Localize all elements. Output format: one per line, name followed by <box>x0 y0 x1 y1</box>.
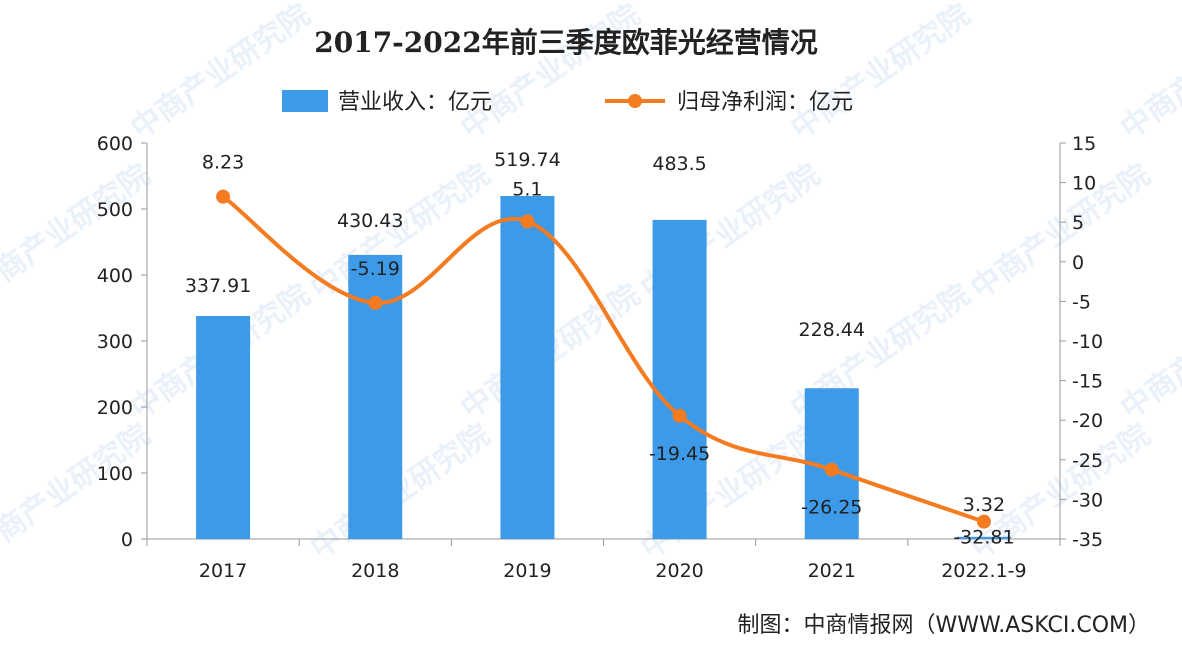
y-left-tick-label: 500 <box>97 199 133 221</box>
y-left-tick-label: 300 <box>97 331 133 353</box>
y-right-tick-label: -10 <box>1072 331 1103 353</box>
line-value-label: -32.81 <box>953 527 1014 549</box>
x-tick-label: 2018 <box>351 560 399 582</box>
line-point <box>976 514 991 529</box>
y-right-tick-label: -35 <box>1072 529 1103 551</box>
y-right-tick-label: -15 <box>1072 371 1103 393</box>
line-value-label: -5.19 <box>351 258 400 280</box>
watermark-text: 中商产业研究院 <box>1115 277 1182 426</box>
bar <box>500 195 555 539</box>
y-left-tick-label: 0 <box>121 529 133 551</box>
x-tick-label: 2021 <box>808 560 856 582</box>
line-point <box>520 214 535 229</box>
bar-value-label: 3.32 <box>963 494 1005 516</box>
y-right-tick-label: 5 <box>1072 212 1084 234</box>
bar <box>196 315 251 539</box>
x-tick-label: 2020 <box>655 560 703 582</box>
chart-legend: 营业收入：亿元 归母净利润：亿元 <box>282 90 853 115</box>
y-left-tick-label: 600 <box>97 133 133 155</box>
data-labels: 337.91 430.43 519.74 483.5 228.44 3.32 8.23 -5.… <box>185 149 1015 549</box>
line-value-label: -26.25 <box>801 497 862 519</box>
line-value-label: 8.23 <box>202 152 244 174</box>
y-left-tick-label: 100 <box>97 463 133 485</box>
line-point <box>824 462 839 477</box>
line-point <box>216 189 231 204</box>
x-tick-label: 2022.1-9 <box>941 560 1026 582</box>
y-right-tick-label: 10 <box>1072 173 1096 195</box>
line-value-label: -19.45 <box>649 443 710 465</box>
bar-value-label: 337.91 <box>185 275 251 297</box>
y-right-tick-label: -30 <box>1072 489 1103 511</box>
bar <box>956 536 1011 539</box>
watermark-text: 中商产业研究院 <box>455 0 647 147</box>
bar-value-label: 519.74 <box>494 149 560 171</box>
legend-label-net-profit: 归母净利润：亿元 <box>677 90 853 115</box>
y-right-tick-label: 0 <box>1072 252 1084 274</box>
watermark-text: 中商产业研究院 <box>0 417 157 566</box>
legend-label-revenue: 营业收入：亿元 <box>338 90 492 115</box>
y-right-tick-label: -25 <box>1072 450 1103 472</box>
bar-value-label: 483.5 <box>652 153 706 175</box>
legend-swatch-bar <box>282 90 328 112</box>
bar-value-label: 430.43 <box>337 210 403 232</box>
y-left-tick-label: 400 <box>97 265 133 287</box>
x-tick-label: 2019 <box>503 560 551 582</box>
line-series <box>216 189 991 529</box>
line-point <box>672 408 687 423</box>
axes: 0 100 200 300 400 500 600 -35 -30 -25 -20 -15 -10 -5 0… <box>97 133 1103 582</box>
x-tick-label: 2017 <box>199 560 247 582</box>
line-value-label: 5.1 <box>512 178 542 200</box>
watermark-text: 中商产业研究院 <box>965 157 1157 306</box>
y-right-tick-label: -5 <box>1072 291 1091 313</box>
legend-swatch-marker <box>628 94 642 108</box>
y-right-tick-label: 15 <box>1072 133 1096 155</box>
watermark-text: 中商产业研究院 <box>125 0 317 147</box>
y-right-tick-label: -20 <box>1072 410 1103 432</box>
source-text: 制图：中商情报网（WWW.ASKCI.COM） <box>738 613 1150 638</box>
watermark-text: 中商产业研究院 <box>0 157 157 306</box>
bar-value-label: 228.44 <box>799 319 865 341</box>
bar <box>652 219 707 539</box>
watermark-text: 中商产业研究院 <box>1115 0 1182 147</box>
y-left-tick-label: 200 <box>97 397 133 419</box>
chart-title: 2017-2022年前三季度欧菲光经营情况 <box>314 26 817 59</box>
watermark-text: 中商产业研究院 <box>785 0 977 147</box>
line-point <box>368 295 383 310</box>
